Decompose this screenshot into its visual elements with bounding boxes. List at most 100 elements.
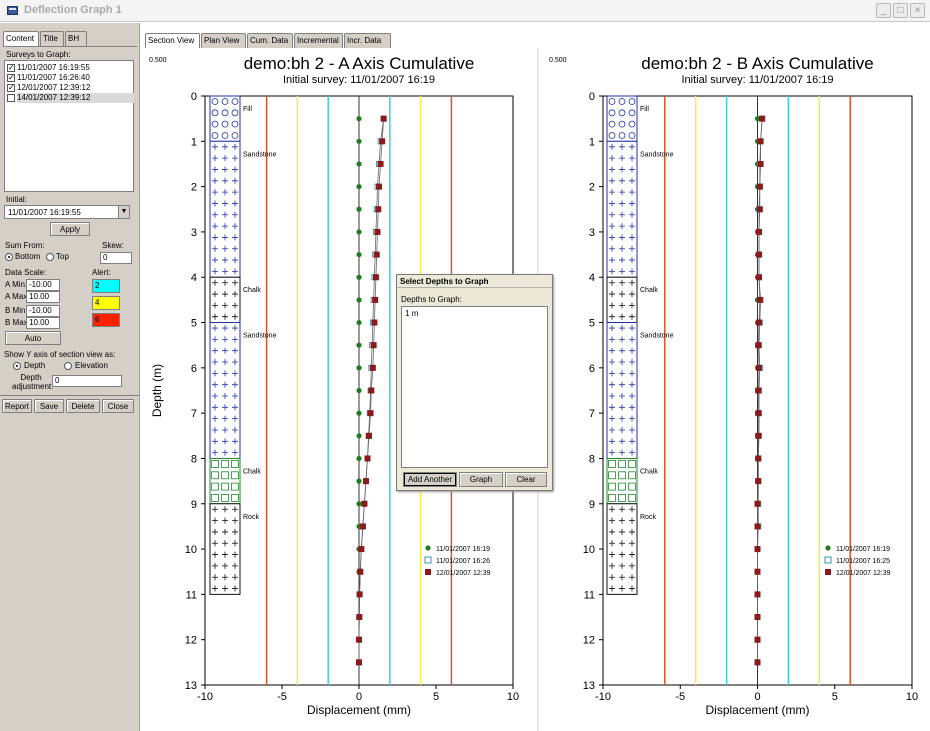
strata-pattern <box>211 98 219 105</box>
sum-bottom-radio[interactable] <box>5 253 13 261</box>
restore-icon[interactable]: □ <box>893 3 908 18</box>
alert-level-4[interactable]: 4 <box>92 296 120 310</box>
alert-label: Alert: <box>92 268 111 277</box>
survey-item[interactable]: 12/01/2007 12:39:12 <box>17 83 91 92</box>
data-point <box>754 636 761 643</box>
depths-list[interactable]: 1 m <box>401 306 548 468</box>
tab-cum-data[interactable]: Cum. Data <box>247 33 293 48</box>
data-point <box>372 274 379 281</box>
strata-pattern <box>618 460 626 468</box>
strata-pattern <box>629 506 635 513</box>
alert-level-2[interactable]: 2 <box>92 279 120 293</box>
legend-marker <box>425 569 431 575</box>
data-point <box>755 342 762 349</box>
strata-pattern <box>629 279 635 286</box>
strata-pattern <box>222 574 228 581</box>
survey-checkbox[interactable]: ✓ <box>7 83 15 92</box>
strata-pattern <box>232 404 238 411</box>
delete-button[interactable]: Delete <box>66 399 100 413</box>
strata-pattern <box>619 143 625 150</box>
data-point <box>379 138 386 145</box>
strata-pattern <box>232 359 238 366</box>
strata-pattern <box>222 347 228 354</box>
data-point <box>754 568 761 575</box>
sum-top-radio[interactable] <box>46 253 54 261</box>
survey-item[interactable]: 14/01/2007 12:39:12 <box>17 93 134 103</box>
strata-pattern <box>609 302 615 309</box>
strata-layer <box>606 140 638 278</box>
data-point <box>759 115 766 122</box>
depth-adjust-input[interactable]: 0 <box>52 375 122 387</box>
strata-pattern <box>232 540 238 547</box>
close-icon[interactable]: × <box>910 3 925 18</box>
x-tick-label: 10 <box>507 691 519 703</box>
tab-content[interactable]: Content <box>3 31 39 46</box>
strata-pattern <box>629 291 635 298</box>
alert-level-6[interactable]: 6 <box>92 313 120 327</box>
strata-layer <box>606 503 638 595</box>
select-depths-dialog[interactable]: Select Depths to Graph Depths to Graph: … <box>396 274 553 491</box>
data-point <box>376 183 383 190</box>
strata-layer <box>209 457 241 505</box>
strata-pattern <box>629 302 635 309</box>
strata-pattern <box>232 155 238 162</box>
data-point <box>362 478 369 485</box>
tab-section-view[interactable]: Section View <box>145 33 200 48</box>
surveys-label: Surveys to Graph: <box>6 50 71 59</box>
strata-pattern <box>222 291 228 298</box>
skew-input[interactable]: 0 <box>100 252 132 264</box>
a-min-input[interactable]: -10.00 <box>26 279 60 291</box>
strata-pattern <box>232 223 238 230</box>
depth-item[interactable]: 1 m <box>405 309 419 318</box>
tab-incremental[interactable]: Incremental <box>294 33 343 48</box>
strata-pattern <box>212 426 218 433</box>
strata-pattern <box>222 517 228 524</box>
strata-pattern <box>629 517 635 524</box>
report-button[interactable]: Report <box>2 399 32 413</box>
strata-pattern <box>222 189 228 196</box>
data-point <box>356 433 362 439</box>
y-tick-label: 5 <box>191 318 197 330</box>
strata-pattern <box>231 460 239 468</box>
auto-button[interactable]: Auto <box>5 331 61 345</box>
surveys-list[interactable]: ✓ 11/01/2007 16:19:55 ✓ 11/01/2007 16:26… <box>4 60 134 192</box>
survey-checkbox[interactable] <box>7 94 15 102</box>
b-min-input[interactable]: -10.00 <box>26 305 60 317</box>
add-another-button[interactable]: Add Another <box>403 472 457 487</box>
survey-checkbox[interactable]: ✓ <box>7 63 15 72</box>
tab-bh[interactable]: BH <box>65 31 87 46</box>
data-point <box>357 568 364 575</box>
survey-item[interactable]: 11/01/2007 16:19:55 <box>17 63 90 72</box>
strata-pattern <box>608 471 616 480</box>
survey-checkbox[interactable]: ✓ <box>7 73 15 82</box>
minimize-icon[interactable]: _ <box>876 3 891 18</box>
save-button[interactable]: Save <box>34 399 64 413</box>
close-button[interactable]: Close <box>102 399 134 413</box>
survey-item[interactable]: 11/01/2007 16:26:40 <box>17 73 90 82</box>
clear-button[interactable]: Clear <box>505 472 547 487</box>
tab-incr-data[interactable]: Incr. Data <box>344 33 391 48</box>
elevation-radio[interactable] <box>64 362 72 370</box>
strata-pattern <box>232 268 238 275</box>
a-max-label: A Max: <box>5 292 30 301</box>
data-point <box>356 455 362 462</box>
x-tick-label: 10 <box>906 691 918 703</box>
strata-pattern <box>629 393 635 399</box>
strata-pattern <box>212 562 218 569</box>
chart-subtitle: Initial survey: 11/01/2007 16:19 <box>283 74 435 86</box>
strata-pattern <box>619 336 625 343</box>
apply-button[interactable]: Apply <box>50 222 90 236</box>
strata-pattern <box>222 268 228 275</box>
depth-radio[interactable] <box>13 362 21 370</box>
b-max-input[interactable]: 10.00 <box>26 317 60 329</box>
data-point <box>356 319 362 326</box>
data-point <box>756 319 763 326</box>
tab-title[interactable]: Title <box>40 31 64 46</box>
data-point <box>755 387 762 394</box>
tab-plan-view[interactable]: Plan View <box>201 33 246 48</box>
a-max-input[interactable]: 10.00 <box>26 291 60 303</box>
initial-select[interactable]: 11/01/2007 16:19:55 ▼ <box>4 205 130 219</box>
strata-pattern <box>232 562 238 569</box>
chevron-down-icon[interactable]: ▼ <box>118 206 129 218</box>
graph-button[interactable]: Graph <box>459 472 503 487</box>
